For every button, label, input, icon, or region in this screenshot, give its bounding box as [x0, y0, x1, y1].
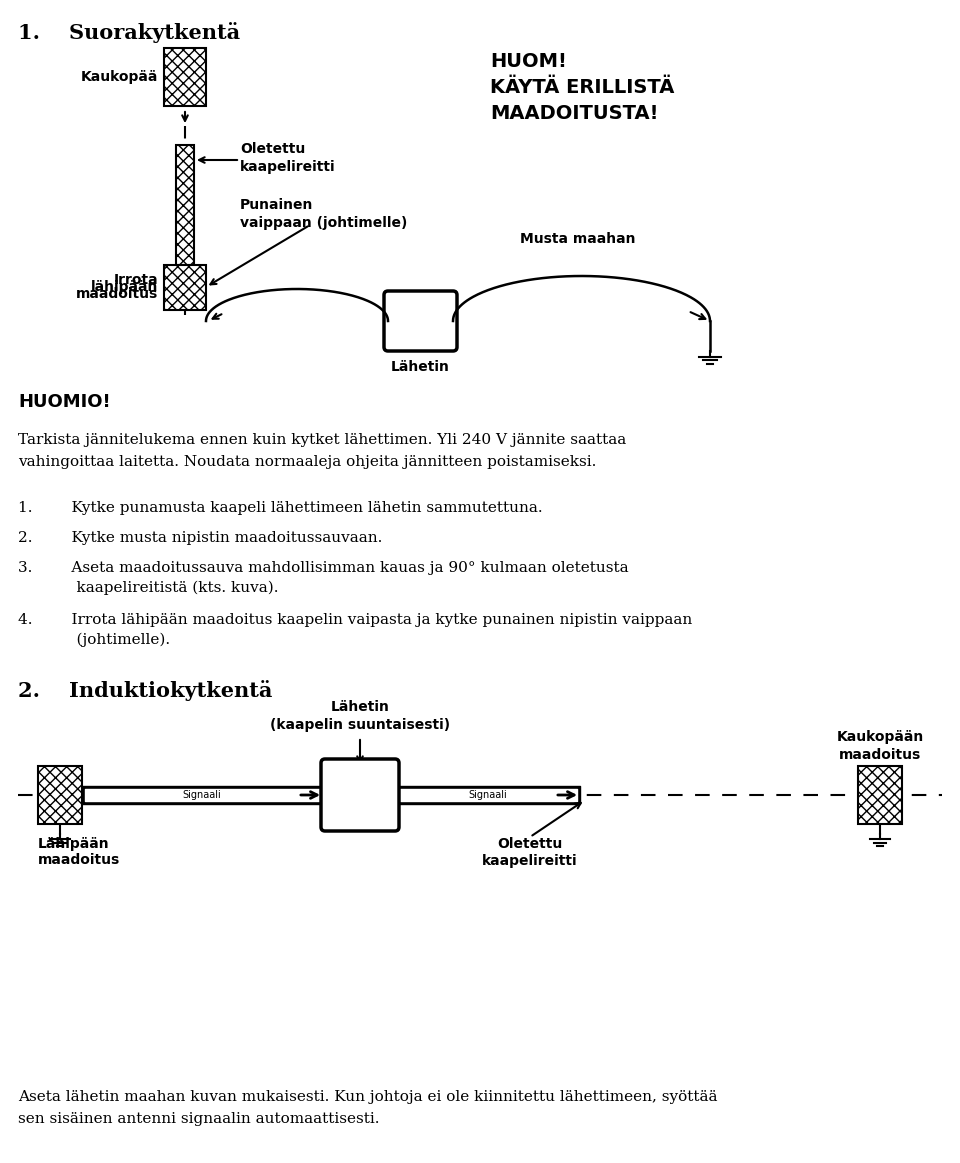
Text: 1.        Kytke punamusta kaapeli lähettimeen lähetin sammutettuna.: 1. Kytke punamusta kaapeli lähettimeen l…	[18, 501, 542, 515]
Text: (johtimelle).: (johtimelle).	[18, 633, 170, 648]
Text: Oletettu: Oletettu	[497, 837, 563, 851]
Text: Aseta lähetin maahan kuvan mukaisesti. Kun johtoja ei ole kiinnitettu lähettimee: Aseta lähetin maahan kuvan mukaisesti. K…	[18, 1090, 717, 1104]
Text: MAADOITUSTA!: MAADOITUSTA!	[490, 104, 659, 123]
Text: 2.        Kytke musta nipistin maadoitussauvaan.: 2. Kytke musta nipistin maadoitussauvaan…	[18, 531, 382, 545]
Text: Lähetin: Lähetin	[391, 361, 449, 374]
Text: Oletettu: Oletettu	[240, 142, 305, 156]
Bar	[176, 145, 194, 265]
Text: Lähipään: Lähipään	[38, 837, 109, 851]
Text: vaippaan (johtimelle): vaippaan (johtimelle)	[240, 216, 407, 230]
Text: maadoitus: maadoitus	[76, 287, 158, 301]
Text: 2.    Induktiokytkentä: 2. Induktiokytkentä	[18, 680, 273, 701]
Text: Irrota: Irrota	[113, 273, 158, 287]
Text: kaapelireitistä (kts. kuva).: kaapelireitistä (kts. kuva).	[18, 582, 278, 595]
Text: Kaukopää: Kaukopää	[81, 70, 158, 84]
Text: Musta maahan: Musta maahan	[520, 231, 636, 247]
Text: vahingoittaa laitetta. Noudata normaaleja ohjeita jännitteen poistamiseksi.: vahingoittaa laitetta. Noudata normaalej…	[18, 455, 596, 469]
Text: 3.        Aseta maadoitussauva mahdollisimman kauas ja 90° kulmaan oletetusta: 3. Aseta maadoitussauva mahdollisimman k…	[18, 561, 629, 575]
Bar	[164, 265, 206, 311]
Text: kaapelireitti: kaapelireitti	[240, 160, 336, 174]
Text: Tarkista jännitelukema ennen kuin kytket lähettimen. Yli 240 V jännite saattaa: Tarkista jännitelukema ennen kuin kytket…	[18, 433, 626, 447]
Text: KÄYTÄ ERILLISTÄ: KÄYTÄ ERILLISTÄ	[490, 78, 674, 97]
FancyBboxPatch shape	[321, 759, 399, 832]
Text: lähipään: lähipään	[90, 280, 158, 294]
Bar	[164, 48, 206, 106]
Text: (kaapelin suuntaisesti): (kaapelin suuntaisesti)	[270, 718, 450, 732]
Text: maadoitus: maadoitus	[38, 852, 120, 866]
Text: sen sisäinen antenni signaalin automaattisesti.: sen sisäinen antenni signaalin automaatt…	[18, 1112, 379, 1126]
Text: maadoitus: maadoitus	[839, 748, 922, 762]
Text: kaapelireitti: kaapelireitti	[482, 854, 578, 868]
Bar	[858, 766, 902, 825]
Bar	[38, 766, 82, 825]
Text: HUOMIO!: HUOMIO!	[18, 393, 110, 411]
Text: Kaukopään: Kaukopään	[836, 730, 924, 744]
FancyBboxPatch shape	[384, 291, 457, 351]
Text: Punainen: Punainen	[240, 198, 313, 212]
Bar	[164, 48, 206, 106]
Text: Signaali: Signaali	[182, 790, 222, 800]
Text: HUOM!: HUOM!	[490, 52, 566, 71]
Text: Lähetin: Lähetin	[330, 700, 390, 714]
Bar	[164, 265, 206, 311]
Bar	[176, 145, 194, 265]
Text: Signaali: Signaali	[468, 790, 508, 800]
Bar	[858, 766, 902, 825]
Bar	[38, 766, 82, 825]
Text: 1.    Suorakytkentä: 1. Suorakytkentä	[18, 22, 240, 43]
Text: 4.        Irrota lähipään maadoitus kaapelin vaipasta ja kytke punainen nipistin: 4. Irrota lähipään maadoitus kaapelin va…	[18, 613, 692, 627]
